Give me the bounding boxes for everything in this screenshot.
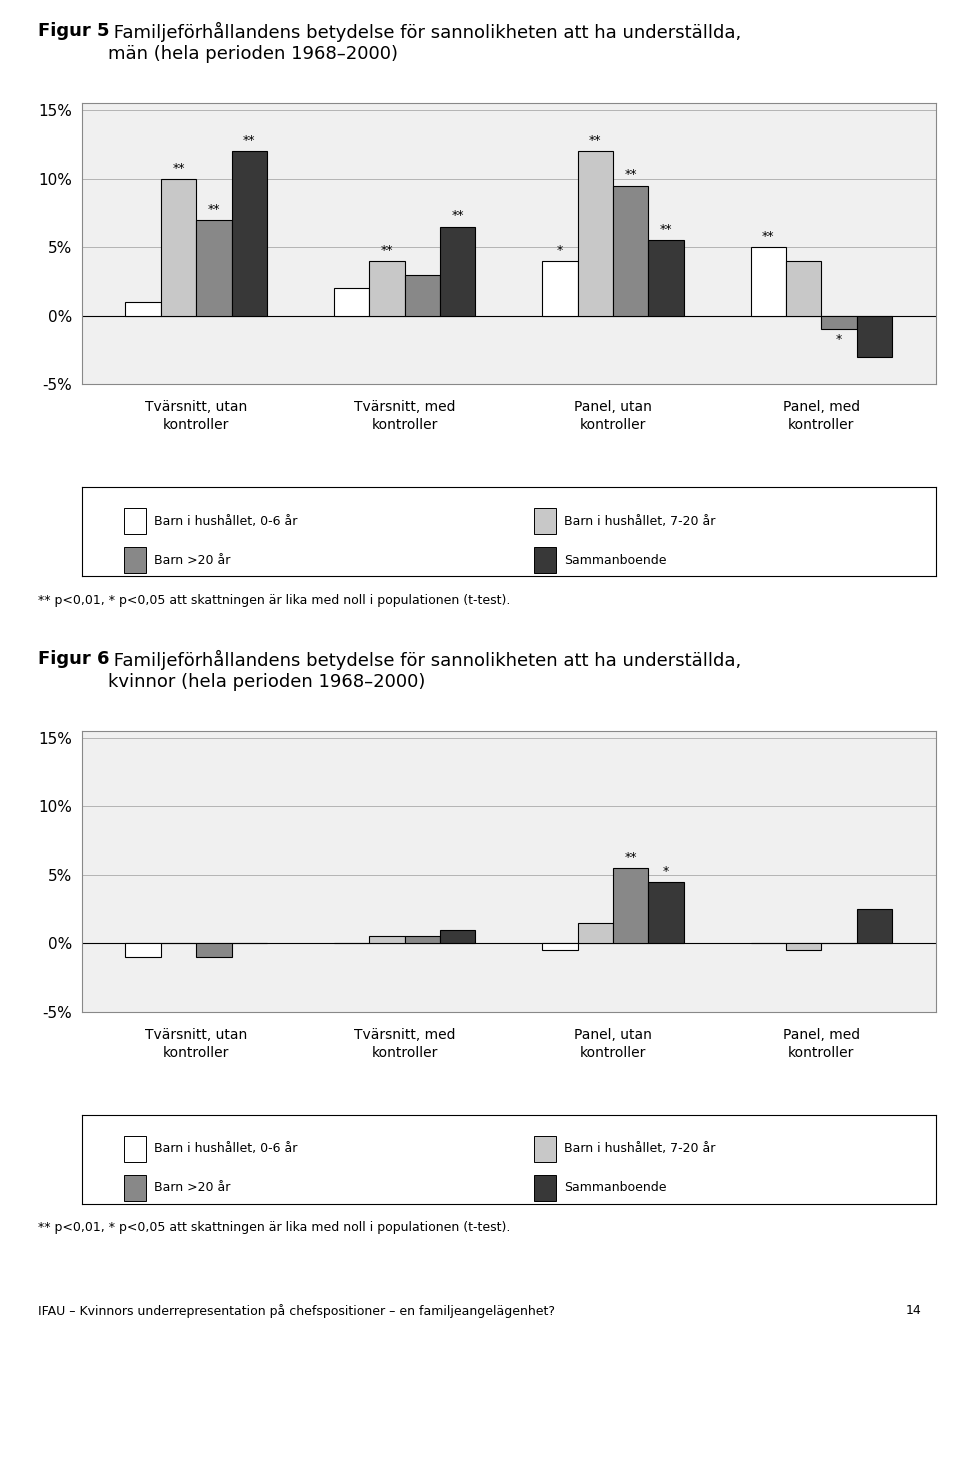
Text: **: ** bbox=[451, 210, 464, 223]
Bar bbox=[535, 546, 556, 573]
Text: Figur 5: Figur 5 bbox=[38, 22, 109, 40]
Bar bbox=[857, 908, 892, 944]
Bar bbox=[160, 179, 196, 316]
Bar bbox=[822, 316, 857, 329]
Text: Barn i hushållet, 0-6 år: Barn i hushållet, 0-6 år bbox=[155, 514, 298, 527]
Bar bbox=[440, 929, 475, 944]
Text: Figur 6: Figur 6 bbox=[38, 650, 109, 668]
Bar bbox=[440, 226, 475, 316]
Bar bbox=[404, 936, 440, 944]
Text: ** p<0,01, * p<0,05 att skattningen är lika med noll i populationen (t-test).: ** p<0,01, * p<0,05 att skattningen är l… bbox=[38, 594, 511, 607]
Text: **: ** bbox=[589, 134, 602, 148]
Text: 14: 14 bbox=[906, 1304, 922, 1317]
Text: ** p<0,01, * p<0,05 att skattningen är lika med noll i populationen (t-test).: ** p<0,01, * p<0,05 att skattningen är l… bbox=[38, 1221, 511, 1235]
Text: **: ** bbox=[624, 851, 636, 864]
Bar bbox=[535, 1174, 556, 1201]
Bar bbox=[857, 316, 892, 356]
Text: Barn i hushållet, 0-6 år: Barn i hushållet, 0-6 år bbox=[155, 1142, 298, 1155]
Text: Barn i hushållet, 7-20 år: Barn i hushållet, 7-20 år bbox=[564, 514, 716, 527]
Bar bbox=[404, 275, 440, 316]
Bar bbox=[125, 508, 146, 535]
Bar bbox=[542, 261, 578, 316]
Text: Barn >20 år: Barn >20 år bbox=[155, 554, 230, 567]
Text: Sammanboende: Sammanboende bbox=[564, 554, 667, 567]
Bar bbox=[542, 944, 578, 950]
Bar bbox=[751, 247, 786, 316]
Bar bbox=[370, 936, 404, 944]
Text: **: ** bbox=[172, 161, 184, 174]
Text: **: ** bbox=[762, 230, 775, 244]
Text: **: ** bbox=[660, 223, 672, 236]
Text: **: ** bbox=[243, 134, 255, 148]
Bar bbox=[126, 944, 160, 957]
Bar bbox=[334, 288, 370, 316]
Text: **: ** bbox=[624, 168, 636, 182]
Bar bbox=[613, 868, 648, 944]
Text: Barn i hushållet, 7-20 år: Barn i hushållet, 7-20 år bbox=[564, 1142, 716, 1155]
Bar bbox=[786, 944, 822, 950]
Bar bbox=[196, 220, 231, 316]
Bar bbox=[231, 151, 267, 316]
Text: Familjeförhållandens betydelse för sannolikheten att ha underställda,
män (hela : Familjeförhållandens betydelse för sanno… bbox=[108, 22, 742, 64]
Text: **: ** bbox=[381, 244, 394, 257]
Text: Sammanboende: Sammanboende bbox=[564, 1182, 667, 1195]
Bar bbox=[648, 882, 684, 944]
Text: IFAU – Kvinnors underrepresentation på chefspositioner – en familjeangelägenhet?: IFAU – Kvinnors underrepresentation på c… bbox=[38, 1304, 556, 1317]
Text: *: * bbox=[836, 334, 842, 347]
Bar bbox=[196, 944, 231, 957]
Text: Familjeförhållandens betydelse för sannolikheten att ha underställda,
kvinnor (h: Familjeförhållandens betydelse för sanno… bbox=[108, 650, 742, 691]
Text: **: ** bbox=[207, 202, 220, 216]
Bar bbox=[648, 241, 684, 316]
Bar bbox=[126, 301, 160, 316]
Bar bbox=[535, 508, 556, 535]
Bar bbox=[125, 546, 146, 573]
Text: *: * bbox=[663, 864, 669, 877]
Bar bbox=[786, 261, 822, 316]
Bar bbox=[125, 1174, 146, 1201]
Text: *: * bbox=[557, 244, 563, 257]
Bar bbox=[535, 1136, 556, 1162]
Bar bbox=[125, 1136, 146, 1162]
Text: Barn >20 år: Barn >20 år bbox=[155, 1182, 230, 1195]
Bar bbox=[578, 151, 613, 316]
Bar bbox=[370, 261, 404, 316]
Bar bbox=[578, 923, 613, 944]
Bar bbox=[613, 186, 648, 316]
